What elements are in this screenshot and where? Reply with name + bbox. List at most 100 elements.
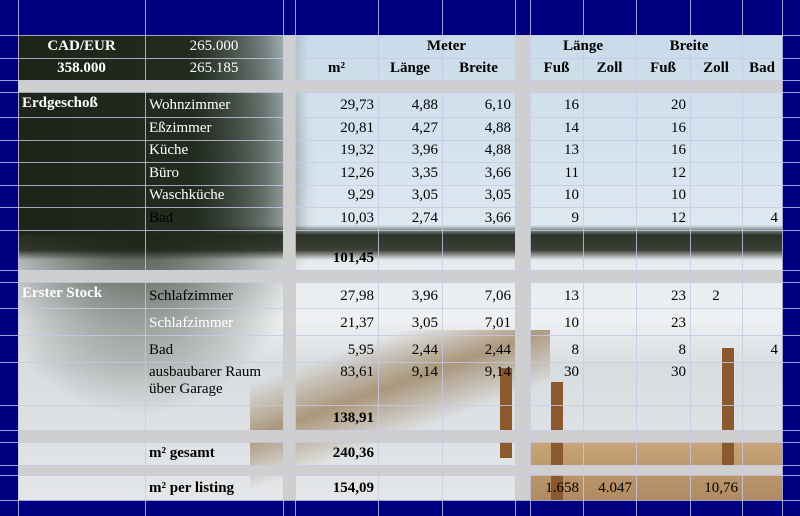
cell-room[interactable]: Wohnzimmer [149,97,231,113]
cell-room[interactable]: ausbaubarer Raum über Garage [149,364,262,397]
cell-zoll-b[interactable]: 10,76 [704,480,738,496]
column-header[interactable]: m² [328,60,345,76]
column-header[interactable]: Fuß [543,60,570,76]
cell-zoll-l[interactable] [583,308,636,335]
cell-m-laenge[interactable] [378,442,442,465]
cell-zoll-b[interactable] [690,230,742,270]
cell-m2[interactable]: 240,36 [332,445,374,461]
cell-section[interactable] [18,308,145,335]
cell-m2[interactable]: 83,61 [340,364,374,380]
cell-section[interactable] [18,475,145,500]
cell-section[interactable]: Erster Stock [22,285,103,301]
cell-section[interactable] [18,362,145,405]
cell-fuss-b[interactable]: 20 [671,97,686,113]
cell-m2[interactable]: 12,26 [340,165,374,181]
cell-m2[interactable]: 9,29 [347,187,374,203]
cell-fuss-l[interactable]: 16 [564,97,579,113]
cell-fuss-l[interactable]: 1.658 [545,480,579,496]
cell-zoll-b[interactable] [690,335,742,362]
cell-zoll-b[interactable] [690,92,742,117]
cell-fuss-b[interactable]: 16 [671,142,686,158]
currency-label-cell[interactable]: CAD/EUR [47,38,116,54]
cell-bad[interactable] [742,362,782,405]
column-header[interactable]: Fuß [650,60,676,76]
cell-room[interactable]: m² gesamt [149,445,215,461]
cell-m-breite[interactable]: 3,05 [484,187,511,203]
cell-section[interactable] [18,140,145,162]
cell-m-breite[interactable]: 4,88 [484,142,511,158]
cell-zoll-l[interactable] [583,117,636,140]
cell-fuss-b[interactable]: 30 [671,364,686,380]
cell-m-laenge[interactable] [378,230,442,270]
value-top-cell[interactable]: 265.000 [189,38,239,54]
cell-fuss-l[interactable] [530,405,583,430]
value-cad-cell[interactable]: 358.000 [57,60,106,76]
cell-m-laenge[interactable]: 2,44 [411,342,438,358]
cell-m-laenge[interactable] [378,475,442,500]
cell-zoll-b[interactable] [690,442,742,465]
cell-m-breite[interactable]: 3,66 [484,210,511,226]
cell-fuss-b[interactable]: 10 [671,187,686,203]
cell-m2[interactable]: 20,81 [340,120,374,136]
cell-m-laenge[interactable]: 3,05 [411,187,438,203]
cell-bad[interactable] [742,475,782,500]
cell-m2[interactable]: 138,91 [332,410,374,426]
cell-zoll-l[interactable] [583,405,636,430]
cell-room[interactable]: Eßzimmer [149,120,212,136]
cell-fuss-l[interactable]: 30 [564,364,579,380]
cell-zoll-b[interactable] [690,207,742,230]
cell-bad[interactable] [742,282,782,308]
cell-zoll-l[interactable] [583,140,636,162]
cell-m-breite[interactable]: 4,88 [484,120,511,136]
column-header[interactable]: Zoll [596,60,623,76]
cell-section[interactable] [18,162,145,185]
cell-zoll-b[interactable] [690,185,742,207]
cell-fuss-l[interactable]: 13 [564,142,579,158]
cell-fuss-l[interactable] [530,442,583,465]
cell-fuss-l[interactable]: 9 [571,210,580,226]
cell-fuss-b[interactable]: 8 [678,342,687,358]
cell-m-breite[interactable]: 6,10 [484,97,511,113]
cell-zoll-l[interactable] [583,185,636,207]
cell-bad[interactable] [742,162,782,185]
cell-bad[interactable] [742,140,782,162]
cell-m2[interactable]: 5,95 [347,342,374,358]
cell-zoll-b[interactable]: 2 [712,288,720,304]
cell-m-laenge[interactable]: 3,05 [411,315,438,331]
cell-m-laenge[interactable]: 9,14 [411,364,438,380]
header-meter[interactable]: Meter [426,38,467,54]
cell-fuss-b[interactable] [636,405,690,430]
cell-bad[interactable] [742,442,782,465]
cell-fuss-l[interactable] [530,230,583,270]
cell-fuss-l[interactable]: 14 [564,120,579,136]
cell-fuss-b[interactable] [636,442,690,465]
cell-section[interactable] [18,117,145,140]
cell-zoll-l[interactable] [583,207,636,230]
cell-fuss-b[interactable]: 16 [671,120,686,136]
cell-fuss-b[interactable]: 23 [671,315,686,331]
cell-fuss-b[interactable]: 23 [671,288,686,304]
cell-bad[interactable] [742,185,782,207]
cell-section[interactable] [18,405,145,430]
cell-m-breite[interactable]: 7,01 [484,315,511,331]
cell-bad[interactable] [742,308,782,335]
cell-m-laenge[interactable]: 3,96 [411,288,438,304]
cell-section[interactable]: Erdgeschoß [22,95,98,111]
cell-room[interactable]: Schlafzimmer [149,288,234,304]
cell-room[interactable]: Waschküche [149,187,225,203]
cell-zoll-l[interactable] [583,362,636,405]
cell-zoll-l[interactable] [583,230,636,270]
cell-m-breite[interactable] [442,230,515,270]
cell-m-laenge[interactable]: 3,35 [411,165,438,181]
column-header[interactable]: Zoll [703,60,729,76]
value-eur-cell[interactable]: 265.185 [189,60,239,76]
cell-zoll-b[interactable] [690,162,742,185]
header-laenge[interactable]: Länge [562,38,603,54]
cell-zoll-l[interactable] [583,92,636,117]
column-header[interactable]: Länge [389,60,430,76]
cell-bad[interactable] [742,92,782,117]
column-header[interactable]: Bad [749,60,775,76]
cell-fuss-b[interactable]: 12 [671,165,686,181]
cell-m-laenge[interactable]: 2,74 [411,210,438,226]
cell-zoll-b[interactable] [690,405,742,430]
